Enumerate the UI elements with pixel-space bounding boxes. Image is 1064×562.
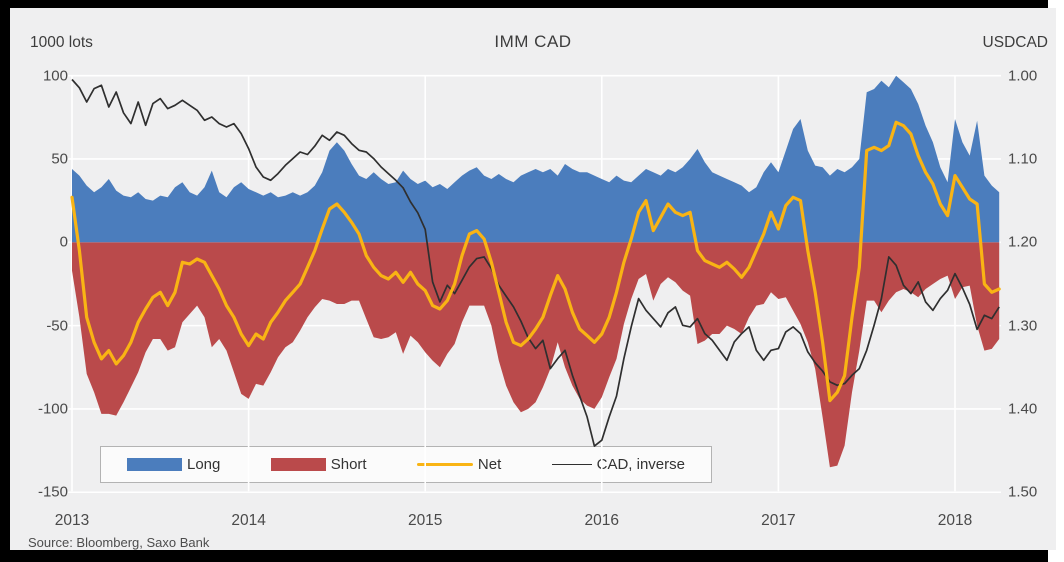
frame-top-bar xyxy=(0,0,1048,8)
right-axis-tick-label: 1.20 xyxy=(1008,233,1038,251)
legend-label: Short xyxy=(330,456,367,473)
left-axis-tick-label: 50 xyxy=(51,150,68,168)
right-axis-tick-label: 1.50 xyxy=(1008,483,1038,501)
net-line-series xyxy=(70,120,1001,403)
legend-item-cad_inverse: CAD, inverse xyxy=(551,456,685,473)
right-axis-tick-label: 1.10 xyxy=(1008,150,1038,168)
cad-inverse-line-series xyxy=(71,78,1000,447)
x-axis-year-label: 2018 xyxy=(937,512,973,529)
x-axis-year-label: 2014 xyxy=(231,512,266,529)
right-axis-title: USDCAD xyxy=(982,34,1048,51)
frame-bottom-bar xyxy=(0,550,1048,562)
chart-panel: 1000 lots IMM CAD USDCAD 100 50 0 -50 -100 -1… xyxy=(10,8,1056,550)
x-axis-year-label: 2017 xyxy=(761,512,796,529)
left-axis-tick-label: 0 xyxy=(59,233,68,251)
right-axis-tick-label: 1.00 xyxy=(1008,67,1038,85)
legend-label: Long xyxy=(187,456,221,473)
legend-item-long: Long xyxy=(127,456,220,473)
left-axis-tick-label: -50 xyxy=(46,317,68,335)
short-area-series xyxy=(72,242,1000,468)
short-swatch-icon xyxy=(270,458,326,471)
source-note: Source: Bloomberg, Saxo Bank xyxy=(28,535,210,550)
frame-left-bar xyxy=(0,0,10,550)
legend-label: Net xyxy=(477,456,502,473)
right-axis-tick-label: 1.30 xyxy=(1008,317,1038,335)
legend-item-net: Net xyxy=(416,456,502,473)
chart-title: IMM CAD xyxy=(494,32,572,51)
net-swatch-icon xyxy=(416,462,473,467)
long-swatch-icon xyxy=(127,458,182,471)
plot-area xyxy=(68,74,1001,494)
legend-item-short: Short xyxy=(270,456,367,473)
left-axis-tick-label: -150 xyxy=(37,483,68,501)
legend-label: CAD, inverse xyxy=(596,456,685,473)
cad_inverse-swatch-icon xyxy=(551,463,592,466)
x-axis-year-label: 2016 xyxy=(584,512,620,529)
x-axis-year-label: 2013 xyxy=(54,512,90,529)
long-area-series xyxy=(72,75,1000,243)
right-axis-tick-label: 1.40 xyxy=(1008,400,1038,418)
left-axis-tick-label: -100 xyxy=(37,400,68,418)
x-axis-year-label: 2015 xyxy=(407,512,443,529)
left-axis-title: 1000 lots xyxy=(30,34,93,51)
left-axis-tick-label: 100 xyxy=(42,67,68,85)
chart-legend: Long Short Net CAD, inverse xyxy=(100,446,712,483)
